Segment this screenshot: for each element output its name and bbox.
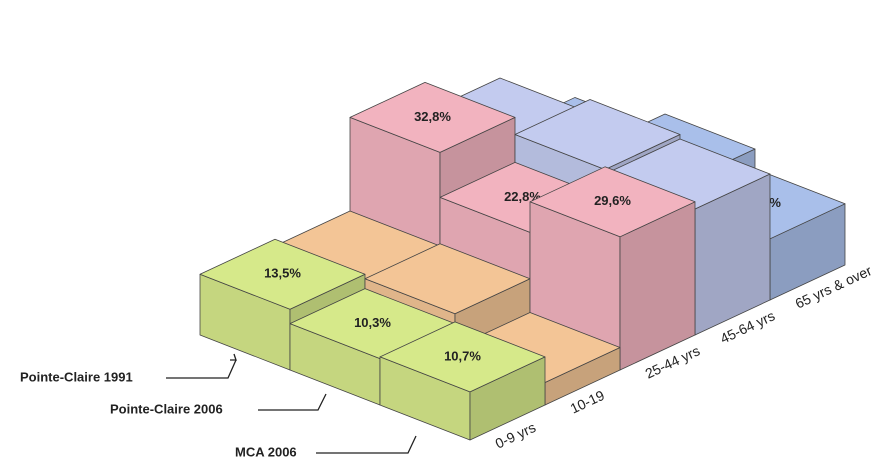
box-top <box>379 321 546 393</box>
box-top <box>349 82 516 153</box>
value-label: 13,5% <box>264 266 301 281</box>
plot: 13,9%18,0%32,8%13,6%22,8%13,5%29,6%10,3%… <box>199 77 846 441</box>
arrow <box>316 435 417 454</box>
value-label: 29,6% <box>594 193 631 208</box>
series-label: Pointe-Claire 1991 <box>20 369 133 384</box>
bar-box: 10,7% <box>379 321 546 441</box>
arrow-head <box>230 353 237 361</box>
arrow <box>258 393 327 411</box>
value-label: 22,8% <box>504 189 541 204</box>
series-label: MCA 2006 <box>235 444 297 459</box>
box-top <box>514 99 681 170</box>
arrow <box>166 359 237 379</box>
series-label: Pointe-Claire 2006 <box>110 401 223 416</box>
box-top <box>199 238 366 310</box>
box-top <box>529 166 696 238</box>
value-label: 32,8% <box>414 109 451 124</box>
value-label: 10,3% <box>354 315 391 330</box>
value-label: 10,7% <box>444 348 481 363</box>
